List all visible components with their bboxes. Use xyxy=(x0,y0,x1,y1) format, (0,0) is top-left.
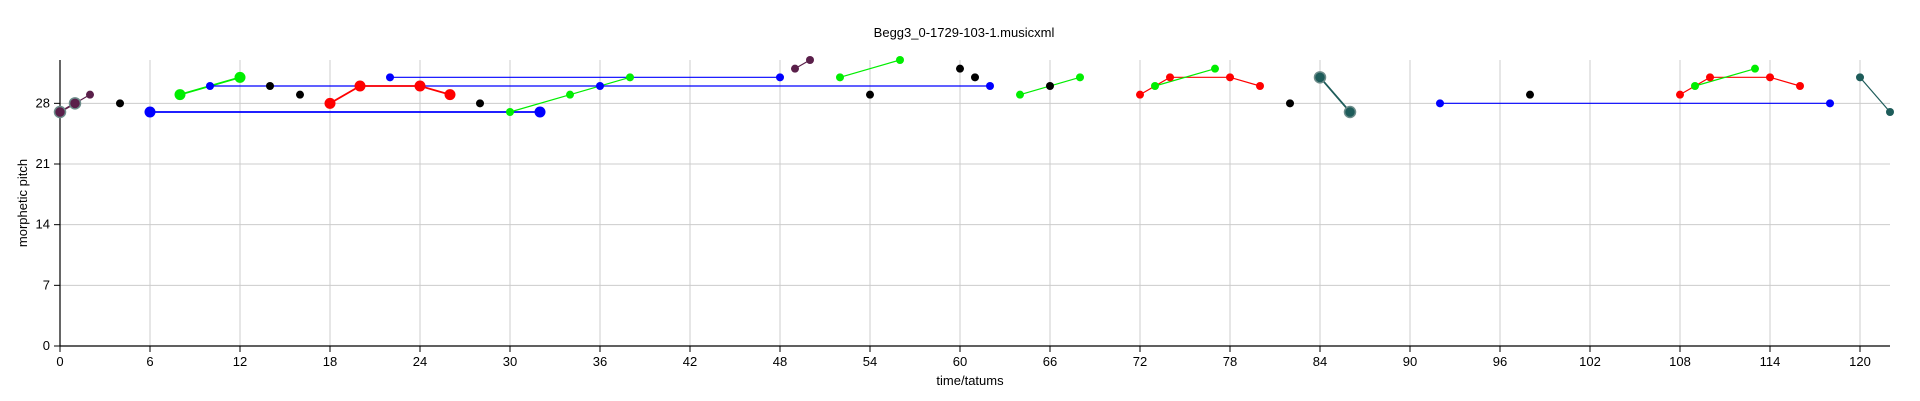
data-point xyxy=(986,82,994,90)
chart-title: Begg3_0-1729-103-1.musicxml xyxy=(874,25,1055,40)
y-tick-label: 7 xyxy=(43,277,50,292)
series-points xyxy=(53,56,1894,119)
data-point xyxy=(1526,90,1534,99)
data-point xyxy=(1136,90,1144,99)
x-tick-label: 24 xyxy=(413,354,427,369)
data-point xyxy=(144,106,156,118)
data-point xyxy=(626,73,634,82)
data-point xyxy=(806,56,814,64)
series-line xyxy=(1154,68,1216,87)
data-point xyxy=(234,71,246,83)
y-tick-label: 0 xyxy=(43,338,50,353)
data-point xyxy=(1016,90,1024,99)
data-point xyxy=(1076,73,1084,82)
x-tick-label: 54 xyxy=(863,354,877,369)
data-point xyxy=(1676,90,1684,99)
x-tick-label: 72 xyxy=(1133,354,1147,369)
data-point xyxy=(1343,105,1357,119)
data-point xyxy=(1313,71,1327,84)
data-point xyxy=(596,82,604,90)
data-point xyxy=(1766,73,1774,82)
data-point xyxy=(1886,108,1894,116)
x-tick-label: 102 xyxy=(1579,354,1601,369)
y-axis-label: morphetic pitch xyxy=(15,159,30,247)
x-tick-label: 36 xyxy=(593,354,607,369)
data-point xyxy=(1166,73,1174,82)
data-point xyxy=(53,105,67,119)
data-point xyxy=(116,99,124,108)
data-point xyxy=(1691,82,1699,90)
data-point xyxy=(1826,99,1834,108)
data-point xyxy=(444,89,456,101)
data-point xyxy=(414,80,426,92)
x-tick-label: 42 xyxy=(683,354,697,369)
series-lines xyxy=(59,59,1891,113)
data-point xyxy=(86,90,94,99)
series-line xyxy=(839,59,901,78)
data-point xyxy=(566,90,574,99)
data-point xyxy=(174,89,186,101)
data-point xyxy=(206,82,214,90)
x-axis-label: time/tatums xyxy=(936,373,1004,388)
data-point xyxy=(836,73,844,82)
x-tick-label: 30 xyxy=(503,354,517,369)
x-tick-label: 84 xyxy=(1313,354,1327,369)
x-tick-label: 18 xyxy=(323,354,337,369)
series-line xyxy=(1319,76,1351,113)
data-point xyxy=(324,97,336,109)
data-point xyxy=(296,90,304,99)
x-tick-label: 78 xyxy=(1223,354,1237,369)
data-point xyxy=(971,73,979,82)
x-tick-label: 108 xyxy=(1669,354,1691,369)
x-tick-label: 60 xyxy=(953,354,967,369)
x-tick-label: 0 xyxy=(56,354,63,369)
x-tick-label: 48 xyxy=(773,354,787,369)
x-tick-label: 6 xyxy=(146,354,153,369)
axes: 0 6 12 18 24 30 36 42 48 54 60 66 72 78 84 90 96 102 108 11… xyxy=(36,60,1890,369)
data-point xyxy=(354,80,366,92)
data-point xyxy=(791,64,799,73)
y-tick-label: 28 xyxy=(36,95,50,110)
data-point xyxy=(266,82,274,90)
data-point xyxy=(776,73,784,82)
data-point xyxy=(896,56,904,64)
data-point xyxy=(956,64,964,73)
data-point xyxy=(534,106,546,118)
data-point xyxy=(1856,73,1864,82)
series-line xyxy=(1859,76,1891,113)
y-tick-label: 14 xyxy=(36,217,50,232)
data-point xyxy=(1751,64,1759,73)
x-tick-label: 90 xyxy=(1403,354,1417,369)
series-line xyxy=(1694,68,1756,87)
data-point xyxy=(1151,82,1159,90)
data-point xyxy=(1706,73,1714,82)
data-point xyxy=(1046,82,1054,90)
series-line xyxy=(329,85,451,105)
data-point xyxy=(386,73,394,82)
x-tick-label: 66 xyxy=(1043,354,1057,369)
data-point xyxy=(1256,82,1264,90)
data-point xyxy=(1226,73,1234,82)
data-point xyxy=(866,90,874,99)
data-point xyxy=(1436,99,1444,108)
x-tick-label: 114 xyxy=(1760,354,1781,369)
x-tick-label: 96 xyxy=(1493,354,1507,369)
data-point xyxy=(1286,99,1294,108)
data-point xyxy=(1211,64,1219,73)
y-tick-label: 21 xyxy=(36,156,50,171)
data-point xyxy=(1796,82,1804,90)
data-point xyxy=(476,99,484,108)
data-point xyxy=(506,108,514,116)
x-tick-label: 120 xyxy=(1849,354,1871,369)
data-point xyxy=(71,99,79,108)
x-tick-label: 12 xyxy=(233,354,247,369)
